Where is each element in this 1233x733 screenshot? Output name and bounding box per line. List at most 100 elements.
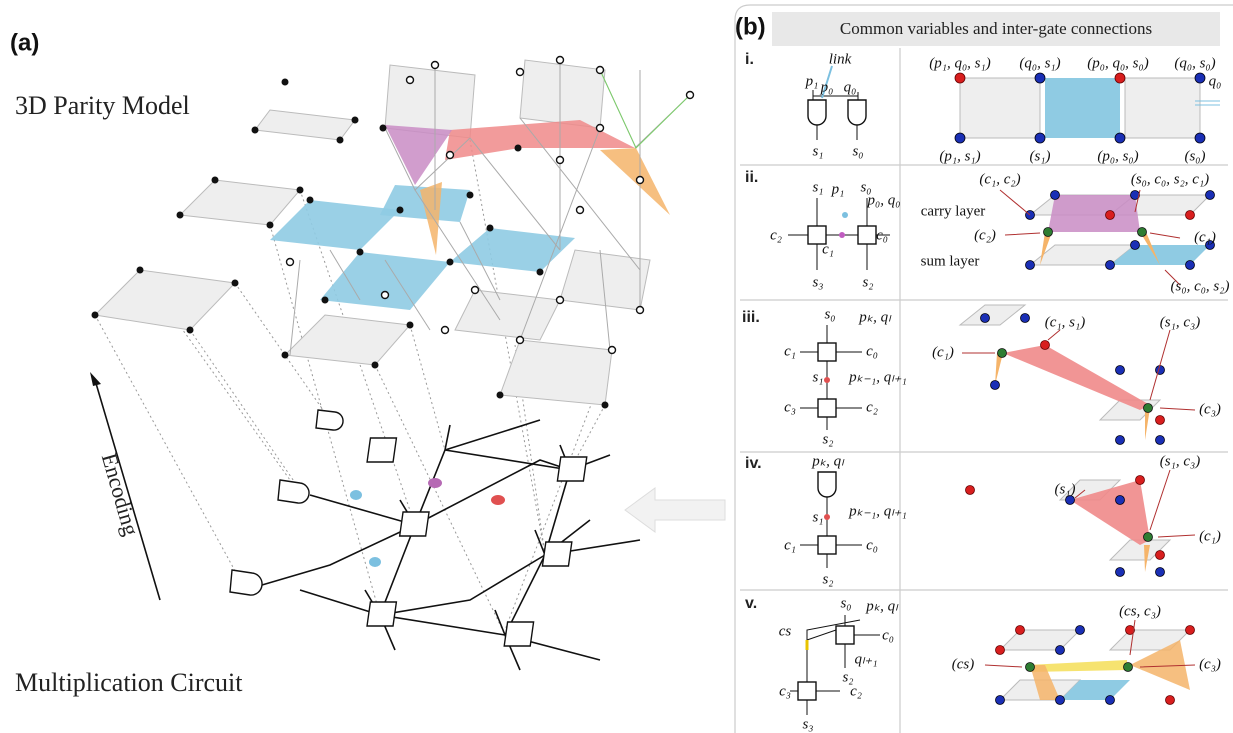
circuit-rect [367,438,396,462]
diagram-label: (q₀, s₀) [1174,55,1215,71]
row-graphics-rect [858,226,876,244]
circuit-ellipse [369,557,381,567]
panel-header: Common variables and inter-gate connecti… [840,19,1152,38]
parity-edges-path [600,70,690,148]
panel-arrow-polygon [625,488,725,532]
diagram-label: sum layer [921,253,980,269]
circuit-label: c₀ [876,227,888,243]
top-title: 3D Parity Model [15,91,190,120]
circuit-label: c₀ [866,537,878,553]
parity-qubits-circle [267,222,274,229]
row-graphics-circle [1186,626,1195,635]
circuit-path [230,570,262,595]
diagram-label: (s₀, c₀, s₂, c₁) [1131,171,1209,187]
diagram-label: (cs, c₃) [1119,603,1161,619]
parity-qubits-circle [252,127,259,134]
parity-plaquettes-polygon [600,148,670,215]
circuit-label: s₁ [812,143,823,159]
parity-qubits-circle [282,352,289,359]
row-label: ii. [745,169,758,186]
parity-qubits-circle [447,259,454,266]
parity-qubits-circle [357,249,364,256]
circuit-label: s₀ [852,143,863,159]
row-graphics-polygon [1003,345,1150,410]
parity-qubits-circle [407,77,414,84]
row-graphics-circle [1026,261,1035,270]
row-graphics-circle [1116,366,1125,375]
circuit-label: s₁ [812,179,823,195]
row-graphics-circle [1021,314,1030,323]
circuit-label: pₖ, qₗ [865,598,899,614]
circuit-ellipse [428,478,442,488]
diagram-label: carry layer [921,203,986,219]
row-graphics-circle [991,381,1000,390]
parity-qubits-circle [322,297,329,304]
diagram-label: (s₁, c₃) [1160,453,1200,469]
row-graphics-circle [1156,568,1165,577]
row-graphics-rect [1045,78,1120,138]
row-graphics-circle [1144,404,1153,413]
row-label: iv. [745,455,762,472]
row-graphics-circle [1051,191,1060,200]
row-graphics-circle [1136,476,1145,485]
parity-tiles-polygon [180,180,300,225]
parity-qubits-circle [407,322,414,329]
diagram-label: (s₁) [1054,481,1075,497]
diagram-label: (p₀, q₀, s₀) [1087,55,1148,71]
row-graphics-circle [1115,133,1125,143]
row-graphics-circle [981,314,990,323]
row-graphics-circle [998,349,1007,358]
row-graphics-polygon [1000,630,1080,650]
row-graphics-rect [960,78,1040,138]
circuit-rect [542,542,571,566]
row-graphics-circle [824,514,830,520]
circuit-label: c₂ [866,399,878,415]
row-graphics-circle [1056,696,1065,705]
circuit-label: p₁ [805,73,819,89]
row-graphics-circle [1106,261,1115,270]
parity-qubits-circle [177,212,184,219]
diagram-label: (c₁) [932,344,954,360]
row-graphics-circle [824,377,830,383]
circuit-label: pₖ, qₗ [858,309,892,325]
row-graphics-circle [1016,626,1025,635]
diagram-label: q₀ [1209,73,1222,89]
circuit-label: pₖ₋₁, qₗ₊₁ [848,503,907,519]
parity-qubits-circle [597,67,604,74]
circuit-label: s₂ [822,571,833,587]
row-graphics-path [818,472,836,497]
circuit-label: s₁ [812,509,823,525]
parity-tiles-polygon [455,290,560,340]
parity-qubits-circle [637,307,644,314]
diagram-label: (c₁) [1194,229,1216,245]
row-graphics-circle [1044,228,1053,237]
row-graphics-circle [1138,228,1147,237]
row-graphics-circle [1026,663,1035,672]
row-graphics-circle [1116,568,1125,577]
circuit-label: c₁ [784,343,796,359]
row-graphics-rect [798,682,816,700]
circuit-label: s₃ [812,274,823,290]
diagram-label: (c₃) [1199,401,1221,417]
parity-qubits-circle [232,280,239,287]
circuit-label: p₀, q₀ [867,192,901,208]
diagram-label: (s₀, c₀, s₂) [1171,278,1230,294]
parity-qubits-circle [187,327,194,334]
parity-tiles-polygon [500,340,612,405]
circuit-label: qₗ₊₁ [854,651,877,667]
circuit-ellipse [491,495,505,505]
circuit [230,410,640,670]
diagram-label: (c₁, c₂) [979,171,1020,187]
parity-tiles-polygon [95,270,235,330]
parity-qubits-circle [307,197,314,204]
circuit-label: s₂ [822,431,833,447]
circuit-label: c₀ [866,343,878,359]
diagram-label: (cs) [952,656,975,672]
parity-plaquettes-polygon [270,200,400,250]
row-graphics-circle [1144,533,1153,542]
row-graphics-rect [818,343,836,361]
row-graphics-circle [1156,551,1165,560]
circuit-label: s₀ [840,595,851,611]
circuit-label: c₁ [822,241,834,257]
row-graphics-rect [836,626,854,644]
